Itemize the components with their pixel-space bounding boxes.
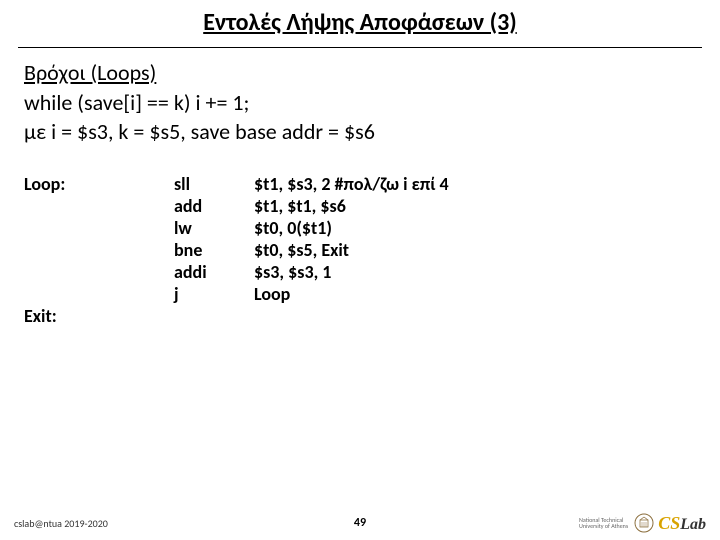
slide-footer: cslab@ntua 2019-2020 49 National Technic… [0, 512, 720, 540]
asm-row: Exit: [24, 305, 696, 327]
asm-op: j [174, 283, 254, 305]
asm-args: $t1, $t1, $s6 [254, 195, 696, 217]
cslab-lab: Lab [680, 516, 706, 534]
code-line-2: με i = $s3, k = $s5, save base addr = $s… [24, 117, 696, 147]
section-heading: Βρόχοι (Loops) [24, 58, 696, 88]
asm-row: bne $t0, $s5, Exit [24, 239, 696, 261]
asm-args: $t0, 0($t1) [254, 217, 696, 239]
asm-label-exit: Exit: [24, 305, 174, 327]
footer-left-text: cslab@ntua 2019-2020 [14, 517, 108, 530]
asm-args [254, 305, 696, 327]
asm-block: Loop: sll $t1, $s3, 2 #πολ/ζω i επί 4 ad… [24, 173, 696, 327]
asm-label-loop: Loop: [24, 173, 174, 195]
asm-label-empty [24, 217, 174, 239]
code-line-1: while (save[i] == k) i += 1; [24, 88, 696, 118]
asm-row: Loop: sll $t1, $s3, 2 #πολ/ζω i επί 4 [24, 173, 696, 195]
asm-args: Loop [254, 283, 696, 305]
asm-args: $t1, $s3, 2 #πολ/ζω i επί 4 [254, 173, 696, 195]
asm-op: bne [174, 239, 254, 261]
asm-op: add [174, 195, 254, 217]
asm-label-empty [24, 239, 174, 261]
ntua-logo-icon [634, 513, 654, 533]
asm-op: addi [174, 261, 254, 283]
asm-op: sll [174, 173, 254, 195]
asm-row: lw $t0, 0($t1) [24, 217, 696, 239]
asm-op [174, 305, 254, 327]
page-number: 49 [354, 516, 366, 530]
asm-label-empty [24, 195, 174, 217]
cslab-c: C [658, 513, 670, 534]
asm-row: add $t1, $t1, $s6 [24, 195, 696, 217]
asm-op: lw [174, 217, 254, 239]
asm-label-empty [24, 261, 174, 283]
slide-body: Βρόχοι (Loops) while (save[i] == k) i +=… [0, 48, 720, 327]
asm-label-empty [24, 283, 174, 305]
asm-row: j Loop [24, 283, 696, 305]
footer-logos: National TechnicalUniversity of Athens C… [579, 513, 706, 534]
cslab-logo: CSLab [658, 513, 706, 534]
asm-args: $s3, $s3, 1 [254, 261, 696, 283]
cslab-s: S [670, 513, 680, 534]
asm-row: addi $s3, $s3, 1 [24, 261, 696, 283]
asm-args: $t0, $s5, Exit [254, 239, 696, 261]
slide-title: Εντολές Λήψης Αποφάσεων (3) [0, 0, 720, 43]
ntua-text: National TechnicalUniversity of Athens [579, 517, 628, 529]
slide: Εντολές Λήψης Αποφάσεων (3) Βρόχοι (Loop… [0, 0, 720, 540]
